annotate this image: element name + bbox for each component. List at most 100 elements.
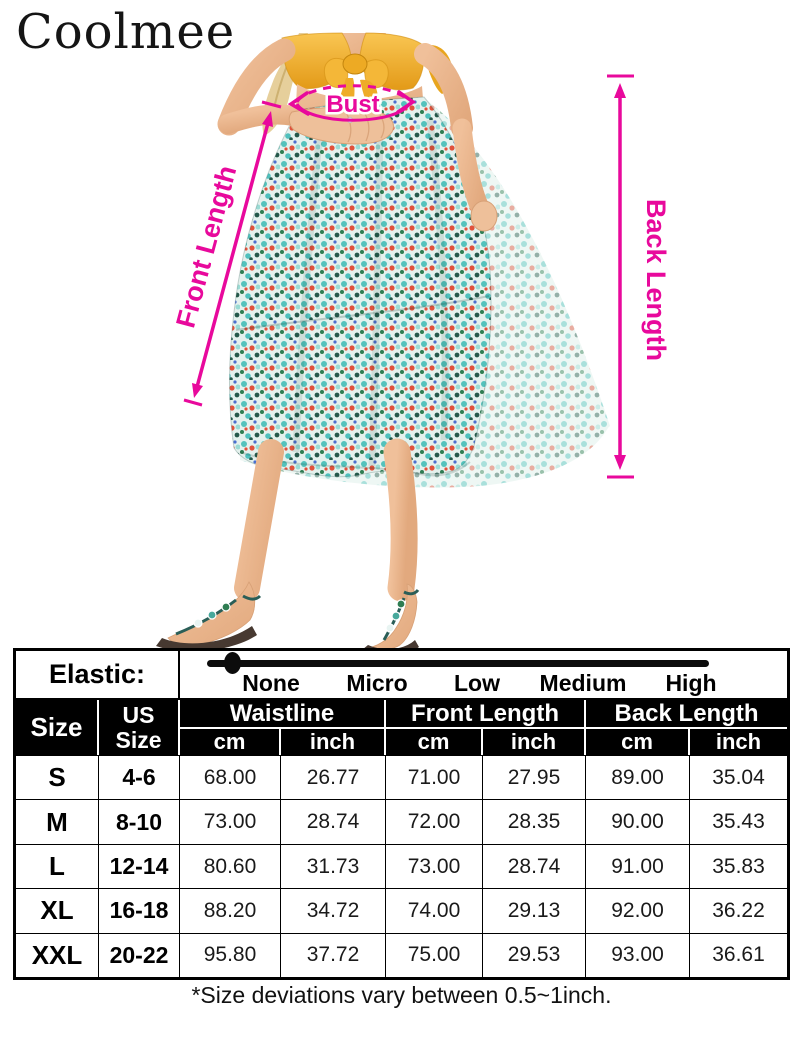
front-arrow-top xyxy=(262,111,273,127)
header-us-size: US Size xyxy=(99,700,180,755)
front-cap-top xyxy=(261,100,282,109)
cell-value: 93.00 xyxy=(586,933,690,978)
cell-value: 92.00 xyxy=(586,889,690,933)
header-unit-inch: inch xyxy=(281,729,386,755)
bust-measure: Bust xyxy=(287,84,417,122)
cell-value: 88.20 xyxy=(180,889,281,933)
cell-value: 89.00 xyxy=(586,756,690,800)
cell-us-size: 4-6 xyxy=(99,756,180,800)
back-arrow-bottom xyxy=(614,455,626,470)
cell-size: S xyxy=(16,756,99,800)
right-hand xyxy=(470,200,498,232)
cell-value: 80.60 xyxy=(180,844,281,889)
cell-value: 29.53 xyxy=(483,933,586,978)
bust-arrow-left xyxy=(287,91,310,116)
table-body: S 4-6 68.00 26.77 71.00 27.95 89.00 35.0… xyxy=(16,756,787,978)
skirt-folds xyxy=(292,119,449,467)
cell-value: 27.95 xyxy=(483,756,586,800)
cell-value: 74.00 xyxy=(386,889,483,933)
header-front-length: Front Length xyxy=(386,700,586,729)
cell-us-size: 8-10 xyxy=(99,800,180,844)
cell-value: 36.22 xyxy=(712,898,765,922)
header-us-line2: Size xyxy=(115,726,162,753)
cell-size: L xyxy=(16,844,99,889)
cell-value: 71.00 xyxy=(386,756,483,800)
header-unit-inch: inch xyxy=(690,729,787,755)
skirt-tier-seam xyxy=(235,295,490,331)
legs xyxy=(234,438,418,602)
cell-us-size: 16-18 xyxy=(99,889,180,933)
bust-arrow-right xyxy=(396,90,417,114)
cell-us-size: 20-22 xyxy=(99,933,180,978)
cell-size: XL xyxy=(16,889,99,933)
bow-knot xyxy=(342,53,368,75)
header-back-length: Back Length xyxy=(586,700,787,729)
left-arm xyxy=(217,38,304,136)
model-photo xyxy=(156,32,610,648)
elastic-label: Elastic: xyxy=(16,651,180,698)
cell-size: XXL xyxy=(16,933,99,978)
table-row-m: M 8-10 73.00 28.74 72.00 28.35 90.00 35.… xyxy=(16,800,787,845)
cell-value: 31.73 xyxy=(281,844,386,889)
cell-value: 26.77 xyxy=(281,756,386,800)
elastic-level-high: High xyxy=(665,670,717,696)
header-unit-cm: cm xyxy=(586,729,690,755)
table-row-s: S 4-6 68.00 26.77 71.00 27.95 89.00 35.0… xyxy=(16,756,787,801)
cell-value: 34.72 xyxy=(281,889,386,933)
table-header: Size US Size Waistline Front Length Back… xyxy=(16,700,787,756)
left-leg xyxy=(234,439,284,601)
size-chart-table: Elastic: None Micro Low Medium High Size… xyxy=(13,648,790,980)
elastic-scale: None Micro Low Medium High xyxy=(180,651,787,698)
cell-value: 28.35 xyxy=(483,800,586,844)
right-sandal-jewels xyxy=(385,599,406,633)
elastic-level-micro: Micro xyxy=(346,670,408,696)
cell-value: 72.00 xyxy=(386,800,483,844)
left-sandal-sole xyxy=(156,626,257,648)
model-illustration: Bust Front Length Back Length xyxy=(156,32,671,648)
table-row-xl: XL 16-18 88.20 34.72 74.00 29.13 92.00 3… xyxy=(16,889,787,934)
size-deviation-note: *Size deviations vary between 0.5~1inch. xyxy=(191,982,612,1008)
header-waistline: Waistline xyxy=(180,700,386,729)
cell-value: 37.72 xyxy=(281,933,386,978)
header-unit-inch: inch xyxy=(483,729,586,755)
cell-value: 91.00 xyxy=(586,844,690,889)
front-length-label: Front Length xyxy=(170,162,242,331)
cell-value: 35.43 xyxy=(712,810,765,834)
right-sandal-sole xyxy=(364,640,419,648)
cell-value: 90.00 xyxy=(586,800,690,844)
front-arrow-bottom xyxy=(192,383,203,398)
elastic-level-low: Low xyxy=(454,670,500,696)
header-unit-cm: cm xyxy=(386,729,483,755)
cell-value: 73.00 xyxy=(386,844,483,889)
table-row-l: L 12-14 80.60 31.73 73.00 28.74 91.00 35… xyxy=(16,844,787,890)
bust-label: Bust xyxy=(326,91,379,118)
back-length-label: Back Length xyxy=(641,199,671,361)
right-leg xyxy=(383,438,418,602)
elastic-slider-bar xyxy=(207,660,709,667)
cell-value: 28.74 xyxy=(483,844,586,889)
front-cap-bottom xyxy=(183,398,203,407)
elastic-level-medium: Medium xyxy=(539,670,627,696)
header-unit-cm: cm xyxy=(180,729,281,755)
cell-value: 95.80 xyxy=(180,933,281,978)
cell-value: 35.83 xyxy=(712,854,765,878)
cell-us-size: 12-14 xyxy=(99,844,180,889)
cell-value: 36.61 xyxy=(712,943,765,967)
brand-logo: Coolmee xyxy=(16,4,236,60)
cell-value: 29.13 xyxy=(483,889,586,933)
cell-value: 35.04 xyxy=(712,765,765,789)
back-arrow-top xyxy=(614,83,626,98)
elastic-row: Elastic: None Micro Low Medium High xyxy=(16,651,787,700)
right-foot xyxy=(370,583,418,648)
header-us-line1: US xyxy=(122,702,155,729)
skirt-front-panel xyxy=(229,96,492,478)
cell-value: 73.00 xyxy=(180,800,281,844)
cell-size: M xyxy=(16,800,99,844)
table-row-xxl: XXL 20-22 95.80 37.72 75.00 29.53 93.00 … xyxy=(16,933,787,978)
left-sandal-jewels xyxy=(193,602,231,628)
elastic-slider-dot xyxy=(224,652,241,674)
back-length-measure: Back Length xyxy=(607,74,671,479)
cell-value: 68.00 xyxy=(180,756,281,800)
bow-loop-right xyxy=(364,59,389,89)
